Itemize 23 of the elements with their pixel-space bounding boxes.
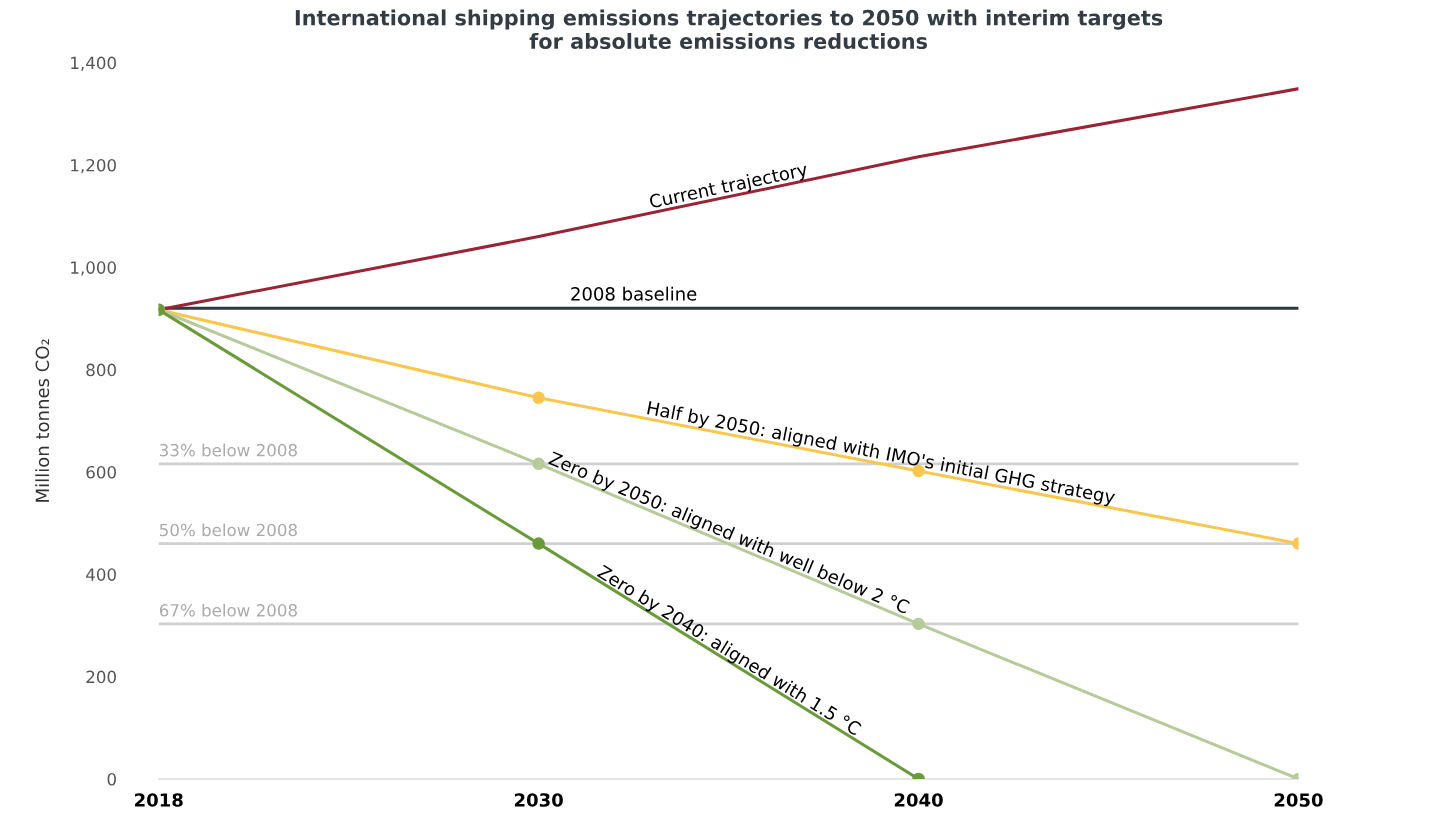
text: Current trajectory (648, 161, 809, 212)
x-tick-label: 2040 (894, 793, 943, 807)
ref-line-label: 2008 baseline (571, 286, 697, 301)
y-tick-label: 800 (86, 363, 116, 377)
y-tick-label: 0 (107, 772, 116, 786)
x-tick-label: 2018 (135, 793, 183, 807)
x-tick-label: 2050 (1274, 793, 1323, 807)
point (912, 617, 925, 631)
x-tick-label: 2030 (514, 793, 563, 807)
ref-line-label: 33% below 2008 (160, 443, 297, 457)
y-tick-label: 400 (86, 568, 116, 581)
point (532, 457, 545, 471)
y-tick-label: 600 (86, 465, 116, 479)
point (532, 537, 545, 550)
ref-line-label: 67% below 2008 (159, 603, 297, 617)
point (532, 391, 545, 405)
ref-line-label: 50% below 2008 (160, 523, 297, 537)
y-tick-label: 1,200 (71, 158, 116, 174)
y-tick-label: 200 (86, 670, 116, 684)
chart-title: International shipping emissions trajectories to 2050 with interim targets for absolute emissions reductions (295, 9, 1163, 50)
y-tick-label: 1,000 (71, 261, 116, 276)
y-axis-title: Million tonnes CO₂ (35, 339, 50, 502)
y-tick-label: 1,400 (71, 56, 116, 71)
